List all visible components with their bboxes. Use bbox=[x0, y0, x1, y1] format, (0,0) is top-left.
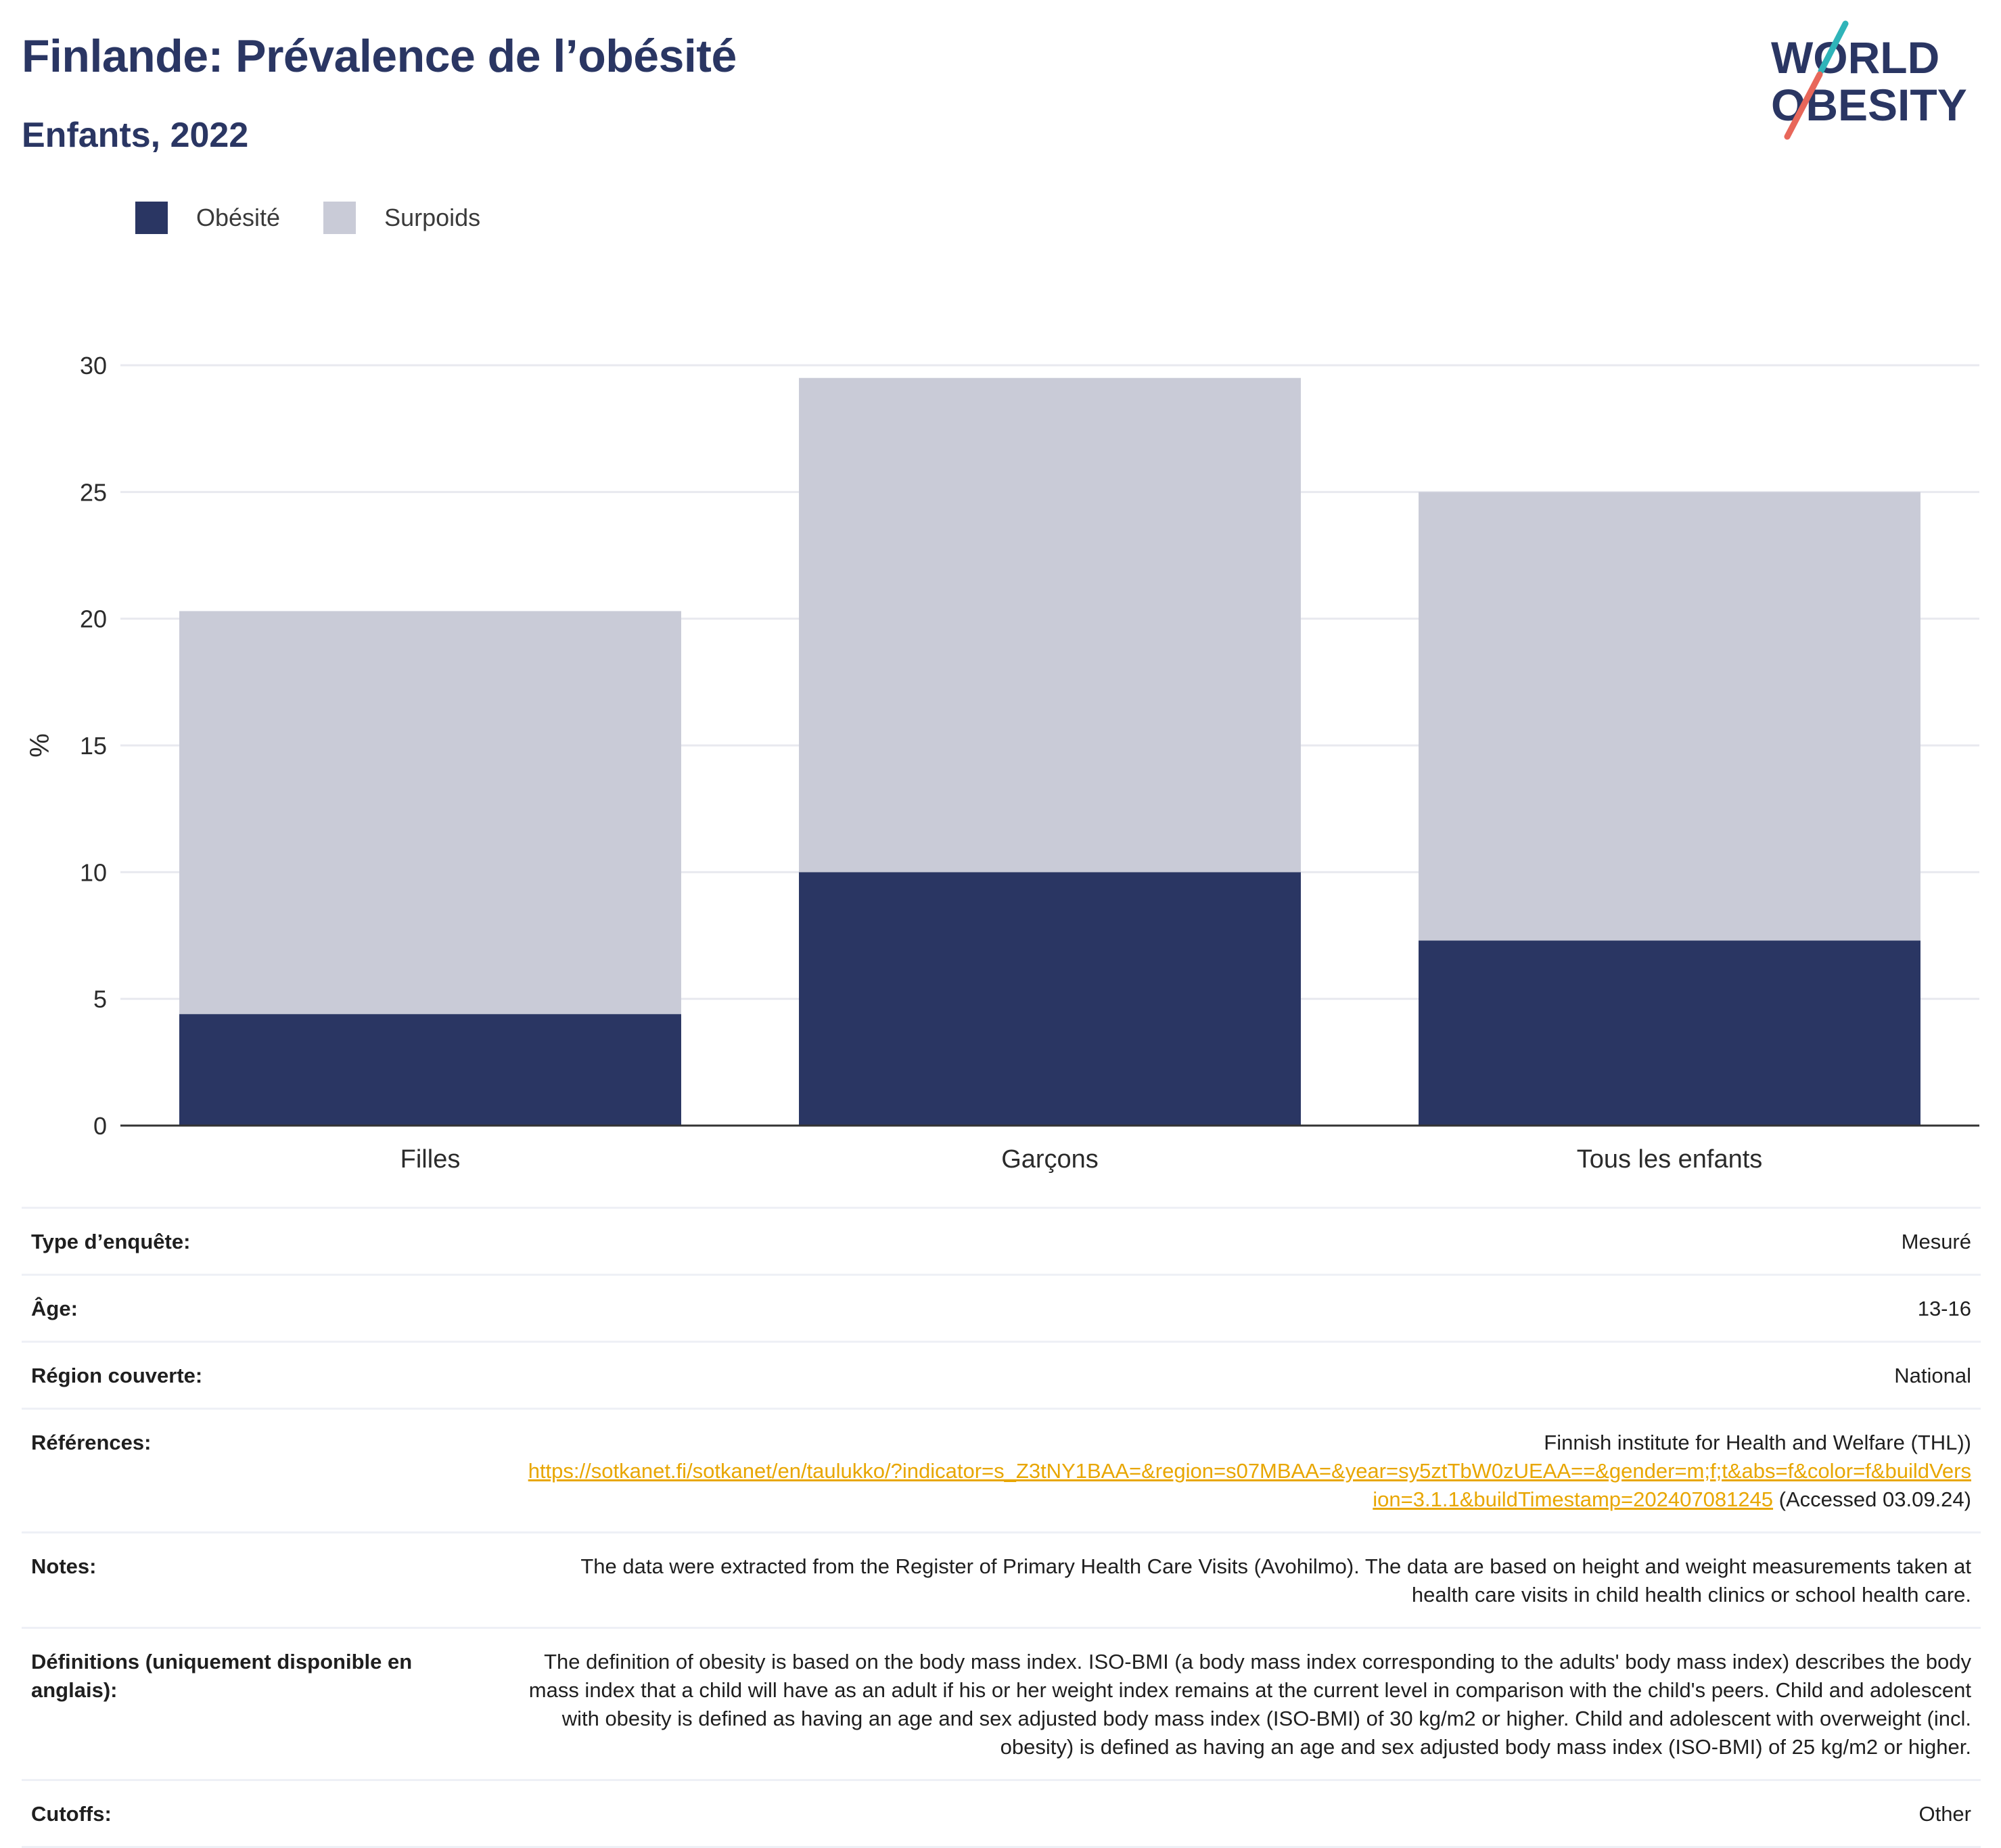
legend-label-overweight: Surpoids bbox=[384, 204, 481, 231]
info-value: Other bbox=[501, 1779, 1981, 1848]
stacked-bar-chart: 0 5 10 15 20 25 30% Filles Garçons Tous les enfan… bbox=[25, 352, 1979, 1174]
x-tick-label: Garçons bbox=[1001, 1145, 1099, 1174]
y-tick-label: 15 bbox=[80, 732, 107, 760]
legend-item-obesity[interactable]: Obésité bbox=[135, 202, 280, 234]
info-label: Références: bbox=[22, 1408, 501, 1533]
info-value: The definition of obesity is based on th… bbox=[501, 1627, 1981, 1781]
info-row-references: Références: Finnish institute for Health… bbox=[22, 1408, 1981, 1533]
y-tick-label: 10 bbox=[80, 858, 107, 886]
x-tick-label: Tous les enfants bbox=[1577, 1145, 1763, 1174]
info-value: Mesuré bbox=[501, 1207, 1981, 1276]
page-subtitle: Enfants, 2022 bbox=[22, 116, 249, 155]
info-row-age: Âge: 13-16 bbox=[22, 1274, 1981, 1343]
logo-text-world: WORLD bbox=[1771, 32, 1939, 83]
reference-accessed: (Accessed 03.09.24) bbox=[1773, 1487, 1971, 1511]
bar-obesity-2[interactable] bbox=[799, 872, 1301, 1126]
y-tick-label: 25 bbox=[80, 478, 107, 506]
chart-legend: Obésité Surpoids bbox=[135, 202, 524, 234]
info-label: Région couverte: bbox=[22, 1341, 501, 1410]
world-obesity-logo: WORLD OBESITY bbox=[1771, 20, 1967, 140]
x-tick-label: Filles bbox=[400, 1145, 461, 1174]
legend-swatch-obesity bbox=[135, 202, 168, 234]
y-axis-label: % bbox=[25, 733, 55, 758]
info-row-region: Région couverte: National bbox=[22, 1341, 1981, 1410]
logo-slash-top bbox=[1818, 20, 1849, 74]
info-label: Notes: bbox=[22, 1531, 501, 1629]
info-row-notes: Notes: The data were extracted from the … bbox=[22, 1531, 1981, 1629]
legend-label-obesity: Obésité bbox=[196, 204, 281, 231]
y-tick-label: 0 bbox=[93, 1112, 107, 1140]
legend-swatch-overweight bbox=[323, 202, 356, 234]
bar-overweight-2[interactable] bbox=[799, 377, 1301, 873]
page-title: Finlande: Prévalence de l’obésité bbox=[22, 30, 737, 82]
reference-source: Finnish institute for Health and Welfare… bbox=[1544, 1431, 1971, 1454]
bar-overweight-1[interactable] bbox=[179, 611, 681, 1015]
bar-overweight-3[interactable] bbox=[1419, 492, 1920, 941]
info-label: Cutoffs: bbox=[22, 1779, 501, 1848]
bars bbox=[179, 377, 1920, 1126]
bar-obesity-3[interactable] bbox=[1419, 940, 1920, 1126]
info-value-references: Finnish institute for Health and Welfare… bbox=[501, 1408, 1981, 1533]
info-label: Âge: bbox=[22, 1274, 501, 1343]
y-tick-label: 30 bbox=[80, 352, 107, 379]
info-label: Type d’enquête: bbox=[22, 1207, 501, 1276]
info-row-cutoffs: Cutoffs: Other bbox=[22, 1779, 1981, 1848]
y-tick-label: 20 bbox=[80, 605, 107, 633]
info-row-definitions: Définitions (uniquement disponible en an… bbox=[22, 1627, 1981, 1781]
axes: 0 5 10 15 20 25 30% Filles Garçons Tous les enfan… bbox=[25, 352, 1979, 1174]
reference-link[interactable]: https://sotkanet.fi/sotkanet/en/taulukko… bbox=[528, 1459, 1971, 1511]
info-label: Définitions (uniquement disponible en an… bbox=[22, 1627, 501, 1781]
metadata-table: Type d’enquête: Mesuré Âge: 13-16 Région… bbox=[22, 1207, 1981, 1848]
y-tick-label: 5 bbox=[93, 986, 107, 1013]
info-value: The data were extracted from the Registe… bbox=[501, 1531, 1981, 1629]
info-value: National bbox=[501, 1341, 1981, 1410]
logo-slash-bottom bbox=[1784, 71, 1823, 140]
info-value: 13-16 bbox=[501, 1274, 1981, 1343]
info-row-survey-type: Type d’enquête: Mesuré bbox=[22, 1207, 1981, 1276]
bar-obesity-1[interactable] bbox=[179, 1014, 681, 1126]
legend-item-overweight[interactable]: Surpoids bbox=[323, 202, 480, 234]
